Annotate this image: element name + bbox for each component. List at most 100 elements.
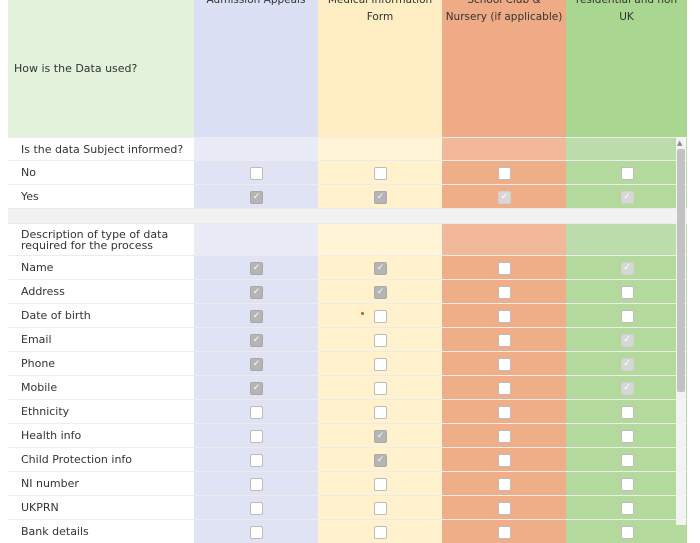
- checkbox-ukprn-school-club-nursery[interactable]: [498, 501, 511, 515]
- cell-name-residential-non-uk: ✓: [566, 256, 687, 279]
- row-label-text: No: [21, 166, 36, 179]
- checkbox-child-protection-info-school-club-nursery[interactable]: [498, 453, 511, 467]
- checkbox-health-info-residential-non-uk[interactable]: [620, 429, 634, 443]
- checkbox-yes-medical-information-form[interactable]: ✓: [374, 190, 387, 204]
- checkbox-bank-details-admission-appeals[interactable]: [250, 525, 263, 539]
- row-label-bank-details: Bank details: [8, 520, 194, 543]
- cell-no-residential-non-uk: [566, 161, 687, 184]
- checkbox-address-admission-appeals[interactable]: ✓: [250, 285, 263, 299]
- checkbox-no-school-club-nursery[interactable]: [498, 166, 511, 180]
- question-cell-medical-information-form: [318, 138, 442, 160]
- checkbox-ni-number-school-club-nursery[interactable]: [498, 477, 511, 491]
- checkbox-mobile-school-club-nursery[interactable]: [498, 381, 511, 395]
- cell-ethnicity-school-club-nursery: [442, 400, 566, 423]
- checkbox-child-protection-info-medical-information-form[interactable]: ✓: [374, 453, 387, 467]
- checkbox-health-info-admission-appeals[interactable]: [250, 429, 263, 443]
- checkbox-ni-number-admission-appeals[interactable]: [250, 477, 263, 491]
- checkbox-name-school-club-nursery[interactable]: [498, 261, 511, 275]
- checkbox-no-admission-appeals[interactable]: [250, 166, 263, 180]
- cell-yes-school-club-nursery: ✓: [442, 185, 566, 208]
- checkbox-phone-medical-information-form[interactable]: [374, 357, 387, 371]
- checkbox-email-admission-appeals[interactable]: ✓: [250, 333, 263, 347]
- cell-address-school-club-nursery: [442, 280, 566, 303]
- checkbox-address-school-club-nursery[interactable]: [498, 285, 511, 299]
- cell-email-admission-appeals: ✓: [194, 328, 318, 351]
- checkbox-address-medical-information-form[interactable]: ✓: [374, 285, 387, 299]
- checkbox-date-of-birth-residential-non-uk[interactable]: [620, 309, 634, 323]
- header-row-label-text: How is the Data used?: [14, 62, 138, 75]
- checkbox-yes-residential-non-uk[interactable]: ✓: [620, 190, 634, 204]
- checkbox-no-residential-non-uk[interactable]: [620, 166, 634, 180]
- checkbox-date-of-birth-medical-information-form[interactable]: [374, 309, 387, 323]
- checkbox-ethnicity-school-club-nursery[interactable]: [498, 405, 511, 419]
- section-spacer: [8, 209, 194, 223]
- checkbox-date-of-birth-school-club-nursery[interactable]: [498, 309, 511, 323]
- checkbox-bank-details-school-club-nursery[interactable]: [498, 525, 511, 539]
- cell-bank-details-admission-appeals: [194, 520, 318, 543]
- cell-phone-admission-appeals: ✓: [194, 352, 318, 375]
- checkbox-health-info-school-club-nursery[interactable]: [498, 429, 511, 443]
- checkbox-mobile-medical-information-form[interactable]: [374, 381, 387, 395]
- cell-child-protection-info-admission-appeals: [194, 448, 318, 471]
- scroll-up-arrow-icon[interactable]: ▲: [677, 139, 683, 147]
- question-text: Description of type of data required for…: [21, 227, 169, 252]
- checkbox-phone-residential-non-uk[interactable]: ✓: [620, 357, 634, 371]
- cell-date-of-birth-school-club-nursery: [442, 304, 566, 327]
- checkbox-email-residential-non-uk[interactable]: ✓: [620, 333, 634, 347]
- checkbox-health-info-medical-information-form[interactable]: ✓: [374, 429, 387, 443]
- checkbox-ethnicity-medical-information-form[interactable]: [374, 405, 387, 419]
- checkbox-name-medical-information-form[interactable]: ✓: [374, 261, 387, 275]
- cell-mobile-admission-appeals: ✓: [194, 376, 318, 399]
- scrollbar-thumb[interactable]: [677, 149, 685, 392]
- column-header-school-club-nursery: School Club & Nursery (if applicable): [442, 0, 566, 137]
- checkbox-yes-admission-appeals[interactable]: ✓: [250, 190, 263, 204]
- column-header-medical-information-form: Medical Information Form: [318, 0, 442, 137]
- checkbox-name-admission-appeals[interactable]: ✓: [250, 261, 263, 275]
- cell-mobile-medical-information-form: [318, 376, 442, 399]
- cell-email-medical-information-form: [318, 328, 442, 351]
- cell-mobile-school-club-nursery: [442, 376, 566, 399]
- cell-address-residential-non-uk: [566, 280, 687, 303]
- checkbox-ethnicity-admission-appeals[interactable]: [250, 405, 263, 419]
- row-label-text: Bank details: [21, 525, 89, 538]
- cell-name-admission-appeals: ✓: [194, 256, 318, 279]
- cell-ni-number-school-club-nursery: [442, 472, 566, 495]
- row-label-ni-number: NI number: [8, 472, 194, 495]
- checkbox-email-school-club-nursery[interactable]: [498, 333, 511, 347]
- checkbox-phone-school-club-nursery[interactable]: [498, 357, 511, 371]
- checkbox-child-protection-info-residential-non-uk[interactable]: [620, 453, 634, 467]
- checkbox-mobile-admission-appeals[interactable]: ✓: [250, 381, 263, 395]
- checkbox-address-residential-non-uk[interactable]: [620, 285, 634, 299]
- checkbox-ukprn-residential-non-uk[interactable]: [620, 501, 634, 515]
- checkbox-date-of-birth-admission-appeals[interactable]: ✓: [250, 309, 263, 323]
- checkbox-ukprn-medical-information-form[interactable]: [374, 501, 387, 515]
- checkbox-yes-school-club-nursery[interactable]: ✓: [498, 190, 511, 204]
- checkbox-mobile-residential-non-uk[interactable]: ✓: [620, 381, 634, 395]
- header-row-label: How is the Data used?: [8, 0, 194, 137]
- row-label-address: Address: [8, 280, 194, 303]
- cursor-dot: [361, 312, 364, 315]
- checkbox-bank-details-medical-information-form[interactable]: [374, 525, 387, 539]
- column-header-text: Admission Appeals: [206, 0, 306, 6]
- question-cell-school-club-nursery: [442, 224, 566, 255]
- checkbox-name-residential-non-uk[interactable]: ✓: [620, 261, 634, 275]
- checkbox-ukprn-admission-appeals[interactable]: [250, 501, 263, 515]
- checkbox-ni-number-residential-non-uk[interactable]: [620, 477, 634, 491]
- checkbox-ethnicity-residential-non-uk[interactable]: [620, 405, 634, 419]
- column-header-residential-non-uk: residential and non UK: [566, 0, 687, 137]
- row-label-child-protection-info: Child Protection info: [8, 448, 194, 471]
- cell-yes-medical-information-form: ✓: [318, 185, 442, 208]
- row-label-text: NI number: [21, 477, 79, 490]
- column-header-text: School Club & Nursery (if applicable): [445, 0, 563, 23]
- checkbox-email-medical-information-form[interactable]: [374, 333, 387, 347]
- column-header-text: Medical Information Form: [327, 0, 433, 23]
- checkbox-child-protection-info-admission-appeals[interactable]: [250, 453, 263, 467]
- cell-health-info-school-club-nursery: [442, 424, 566, 447]
- row-label-text: Email: [21, 333, 52, 346]
- checkbox-phone-admission-appeals[interactable]: ✓: [250, 357, 263, 371]
- checkbox-ni-number-medical-information-form[interactable]: [374, 477, 387, 491]
- checkbox-bank-details-residential-non-uk[interactable]: [620, 525, 634, 539]
- checkbox-no-medical-information-form[interactable]: [374, 166, 387, 180]
- cell-bank-details-residential-non-uk: [566, 520, 687, 543]
- row-label-mobile: Mobile: [8, 376, 194, 399]
